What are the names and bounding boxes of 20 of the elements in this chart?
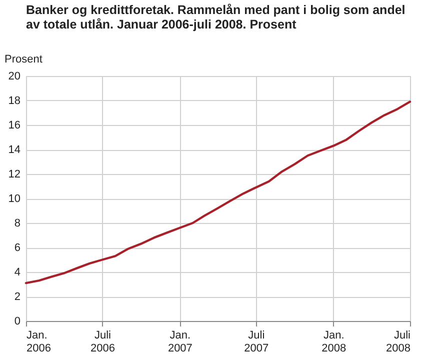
x-tick-label: Jan. 2008 <box>322 330 346 354</box>
chart-title: Banker og kredittforetak. Rammelån med pant i bolig som andel av totale utlån. Januar 2006-juli 2008. Prosent <box>26 3 406 32</box>
x-tick-label: Juli 2006 <box>90 330 115 354</box>
y-tick-label: 18 <box>8 95 20 107</box>
y-tick-label: 14 <box>8 144 20 156</box>
x-tick-label: Juli 2008 <box>386 330 410 354</box>
y-tick-label: 4 <box>14 266 20 278</box>
y-tick-label: 10 <box>8 193 20 205</box>
y-tick-label: 12 <box>8 168 20 180</box>
y-tick-label: 0 <box>14 316 20 328</box>
y-tick-label: 16 <box>8 120 20 132</box>
x-tick-label: Jan. 2006 <box>26 330 51 354</box>
y-tick-label: 8 <box>14 218 20 230</box>
y-tick-label: 6 <box>14 242 20 254</box>
y-axis-title: Prosent <box>4 54 42 66</box>
x-tick-label: Juli 2007 <box>244 330 269 354</box>
line-series <box>24 100 412 284</box>
y-tick-label: 2 <box>14 291 20 303</box>
x-tick-label: Jan. 2007 <box>168 330 192 354</box>
y-tick-label: 20 <box>8 70 20 82</box>
